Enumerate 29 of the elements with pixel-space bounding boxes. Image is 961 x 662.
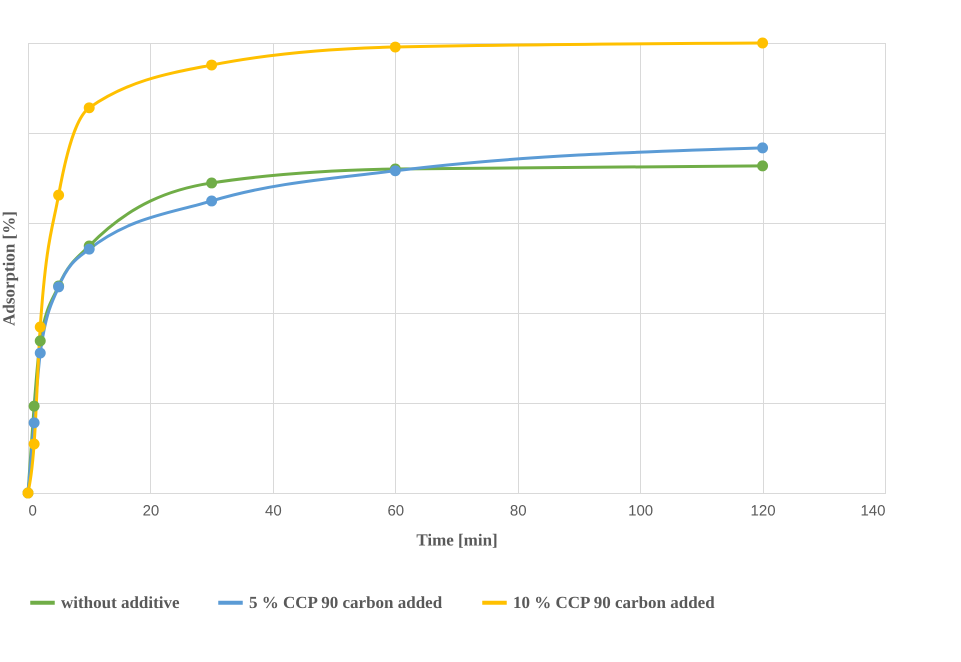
point bbox=[34, 335, 46, 346]
legend-label: without additive bbox=[61, 592, 180, 612]
x-tick-label: 120 bbox=[750, 502, 776, 520]
point bbox=[206, 60, 218, 71]
x-tick-label: 60 bbox=[387, 502, 404, 520]
point bbox=[34, 321, 46, 332]
point bbox=[84, 244, 95, 255]
point bbox=[757, 160, 768, 172]
point bbox=[390, 42, 401, 53]
legend-label: 10 % CCP 90 carbon added bbox=[513, 592, 716, 612]
x-tick-label: 140 bbox=[860, 502, 886, 520]
point bbox=[206, 195, 218, 206]
point bbox=[84, 102, 95, 114]
point bbox=[757, 142, 768, 154]
x-tick-label: 80 bbox=[510, 502, 527, 520]
y-axis-title: Adsorption [%] bbox=[0, 211, 18, 326]
x-tick-label: 20 bbox=[142, 502, 160, 520]
x-axis-title: Time [min] bbox=[416, 530, 498, 550]
point bbox=[757, 38, 768, 48]
point bbox=[28, 400, 40, 412]
x-tick-label: 100 bbox=[628, 502, 654, 520]
x-tick-label: 0 bbox=[28, 502, 37, 520]
point bbox=[53, 190, 64, 201]
point bbox=[34, 348, 46, 359]
point bbox=[28, 438, 40, 450]
legend-label: 5 % CCP 90 carbon added bbox=[249, 592, 443, 612]
point bbox=[206, 177, 218, 188]
point bbox=[28, 417, 40, 428]
x-tick-label: 40 bbox=[265, 502, 282, 520]
